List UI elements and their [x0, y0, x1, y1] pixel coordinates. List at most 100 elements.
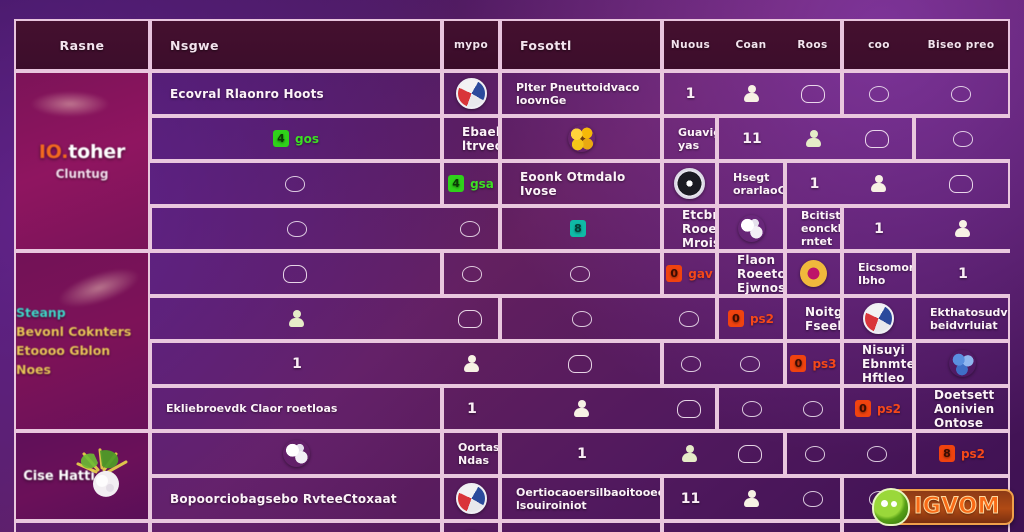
- table-row-name-cell[interactable]: Bopoorciobagsebo RvteeCtoxaat: [150, 476, 442, 521]
- table-row-status-cell[interactable]: 4 gsa: [442, 161, 500, 206]
- table-row-roos-cell[interactable]: [842, 116, 914, 161]
- table-row-coan-cell[interactable]: [717, 71, 785, 116]
- table-row-coo-cell[interactable]: [914, 116, 1010, 161]
- table-row-type-cell[interactable]: [662, 161, 717, 206]
- table-row-status-cell[interactable]: 0 ps2: [717, 296, 785, 341]
- column-header-coan[interactable]: Coan: [717, 19, 785, 71]
- table-row-mracose-cell[interactable]: [500, 251, 662, 296]
- column-header-roos[interactable]: Roos: [785, 19, 842, 71]
- column-header-name[interactable]: Nsgwe: [150, 19, 442, 71]
- table-row-coan-cell[interactable]: [662, 431, 717, 476]
- table-row-type-cell[interactable]: [717, 206, 785, 251]
- table-row-roos-cell[interactable]: [717, 431, 785, 476]
- table-row-coan-cell[interactable]: [717, 476, 785, 521]
- table-row-type-cell[interactable]: [500, 116, 662, 161]
- table-row-coo-cell[interactable]: [150, 206, 442, 251]
- table-row-coan-cell[interactable]: [442, 341, 500, 386]
- table-row-mracose-cell[interactable]: [150, 161, 442, 206]
- table-row-coan-cell[interactable]: [914, 206, 1010, 251]
- table-row-num-cell[interactable]: 1: [662, 71, 717, 116]
- table-row-coan-cell[interactable]: [500, 386, 662, 431]
- table-row-roos-cell[interactable]: [785, 476, 842, 521]
- table-row-result-cell[interactable]: Bcitistosti eonckloetnrntet: [785, 206, 842, 251]
- table-row-coan-cell[interactable]: [842, 161, 914, 206]
- table-row-type-cell[interactable]: [442, 71, 500, 116]
- table-row-result-cell[interactable]: Eicsomoraetrket Ibho: [842, 251, 914, 296]
- group-cell-brand[interactable]: IO.toher Cluntug: [14, 71, 150, 251]
- table-row-coo-cell[interactable]: [500, 296, 662, 341]
- table-row-mracose-cell[interactable]: [842, 431, 914, 476]
- table-row-roos-cell[interactable]: [914, 161, 1010, 206]
- table-row-coo-cell[interactable]: [785, 431, 842, 476]
- column-header-status[interactable]: Biseo preo: [914, 19, 1010, 71]
- group-cell-cise-hatti[interactable]: Cise Hatti: [14, 431, 150, 521]
- table-row-status-cell[interactable]: 4 gos: [150, 116, 442, 161]
- table-row-roos-cell[interactable]: [785, 521, 842, 532]
- table-row-result-cell[interactable]: Oortas Ndas: [442, 431, 500, 476]
- table-row-roos-cell[interactable]: [785, 71, 842, 116]
- column-header-coo[interactable]: coo: [842, 19, 914, 71]
- table-row-name-cell[interactable]: Flaon Roeetositotrnuetjane Ejwnos: [717, 251, 785, 296]
- table-row-status-cell[interactable]: 0 gav: [662, 251, 717, 296]
- group-cell-steanp[interactable]: Steanp Bevonl Coknters Etoooo Gblon Noes: [14, 251, 150, 431]
- table-row-coan-cell[interactable]: [150, 296, 442, 341]
- table-row-name-cell[interactable]: Eoonk Otmdalo Ivose: [500, 161, 662, 206]
- table-row-mracose-cell[interactable]: [914, 71, 1010, 116]
- table-row-mracose-cell[interactable]: ↯: [914, 476, 1010, 521]
- table-row-type-cell[interactable]: [442, 521, 500, 532]
- table-row-num-cell[interactable]: 11: [662, 476, 717, 521]
- table-row-coo-cell[interactable]: [662, 341, 717, 386]
- table-row-name-cell[interactable]: Nisuyi Ebnmtetteie Hftleo: [842, 341, 914, 386]
- column-header-type[interactable]: mypo: [442, 19, 500, 71]
- table-row-coo-cell[interactable]: [842, 521, 914, 532]
- table-row-roos-cell[interactable]: [500, 341, 662, 386]
- table-row-status-cell[interactable]: 0 ps2: [842, 386, 914, 431]
- table-row-num-cell[interactable]: 1: [842, 206, 914, 251]
- table-row-result-cell[interactable]: Hsegt orarlaoCitsi: [717, 161, 785, 206]
- table-row-num-cell[interactable]: 1: [785, 161, 842, 206]
- table-row-status-cell[interactable]: 8 ps2: [914, 431, 1010, 476]
- table-row-num-cell[interactable]: 1: [442, 386, 500, 431]
- table-row-coo-cell[interactable]: [842, 71, 914, 116]
- table-row-num-cell[interactable]: 1: [914, 251, 1010, 296]
- table-row-roos-cell[interactable]: [662, 386, 717, 431]
- table-row-coo-cell[interactable]: [442, 251, 500, 296]
- table-row-result-cell[interactable]: Guavigykodle yas: [662, 116, 717, 161]
- table-row-coo-cell[interactable]: [842, 476, 914, 521]
- table-row-status-cell[interactable]: 0 ps3: [785, 341, 842, 386]
- table-row-result-cell[interactable]: Plter Pneuttoidvaco loovnGe: [500, 71, 662, 116]
- table-row-result-cell[interactable]: Oertiocaoersilbaoitooeots lsouiroiniot: [500, 476, 662, 521]
- table-row-name-cell[interactable]: Etcbrboeksb Rooelfoott Mrois: [662, 206, 717, 251]
- table-row-type-cell[interactable]: [442, 476, 500, 521]
- table-row-type-cell[interactable]: [842, 296, 914, 341]
- table-row-num-cell[interactable]: 1: [500, 431, 662, 476]
- table-row-name-cell[interactable]: Ebaelollekeretter ltrveo: [442, 116, 500, 161]
- table-row-num-cell[interactable]: 11: [717, 116, 785, 161]
- table-row-num-cell[interactable]: 1: [150, 341, 442, 386]
- table-row-name-cell[interactable]: Ecovral Rlaonro Hoots: [150, 71, 442, 116]
- table-row-mracose-cell[interactable]: [442, 206, 500, 251]
- table-row-result-cell[interactable]: Ekliebroevdk Claor roetloas: [150, 386, 442, 431]
- table-row-mracose-cell[interactable]: [717, 341, 785, 386]
- table-row-type-cell[interactable]: [785, 251, 842, 296]
- table-row-name-cell[interactable]: Noitgnuert Fseelo: [785, 296, 842, 341]
- column-header-group[interactable]: Rasne: [14, 19, 150, 71]
- table-row-name-cell[interactable]: Doetsett Aonivien Ontose: [914, 386, 1010, 431]
- table-row-coan-cell[interactable]: [785, 116, 842, 161]
- table-row-num-cell[interactable]: 1: [662, 521, 717, 532]
- table-row-status-cell[interactable]: 8: [500, 206, 662, 251]
- table-row-mracose-cell[interactable]: ↯: [914, 521, 1010, 532]
- table-row-result-cell[interactable]: Ekthatosudvonoftuttnbeidvrluiat: [914, 296, 1010, 341]
- table-row-coan-cell[interactable]: [717, 521, 785, 532]
- table-row-roos-cell[interactable]: [150, 251, 442, 296]
- table-row-mracose-cell[interactable]: [785, 386, 842, 431]
- table-row-coo-cell[interactable]: [717, 386, 785, 431]
- table-row-type-cell[interactable]: [150, 431, 442, 476]
- table-row-type-cell[interactable]: [914, 341, 1010, 386]
- table-row-status-cell[interactable]: Aps2: [14, 521, 150, 532]
- column-header-num[interactable]: Nuous: [662, 19, 717, 71]
- column-header-result[interactable]: Fosottl: [500, 19, 662, 71]
- table-row-roos-cell[interactable]: [442, 296, 500, 341]
- table-row-mracose-cell[interactable]: [662, 296, 717, 341]
- table-row-name-cell[interactable]: Rsento KODsute Est Dtirtxe: [150, 521, 442, 532]
